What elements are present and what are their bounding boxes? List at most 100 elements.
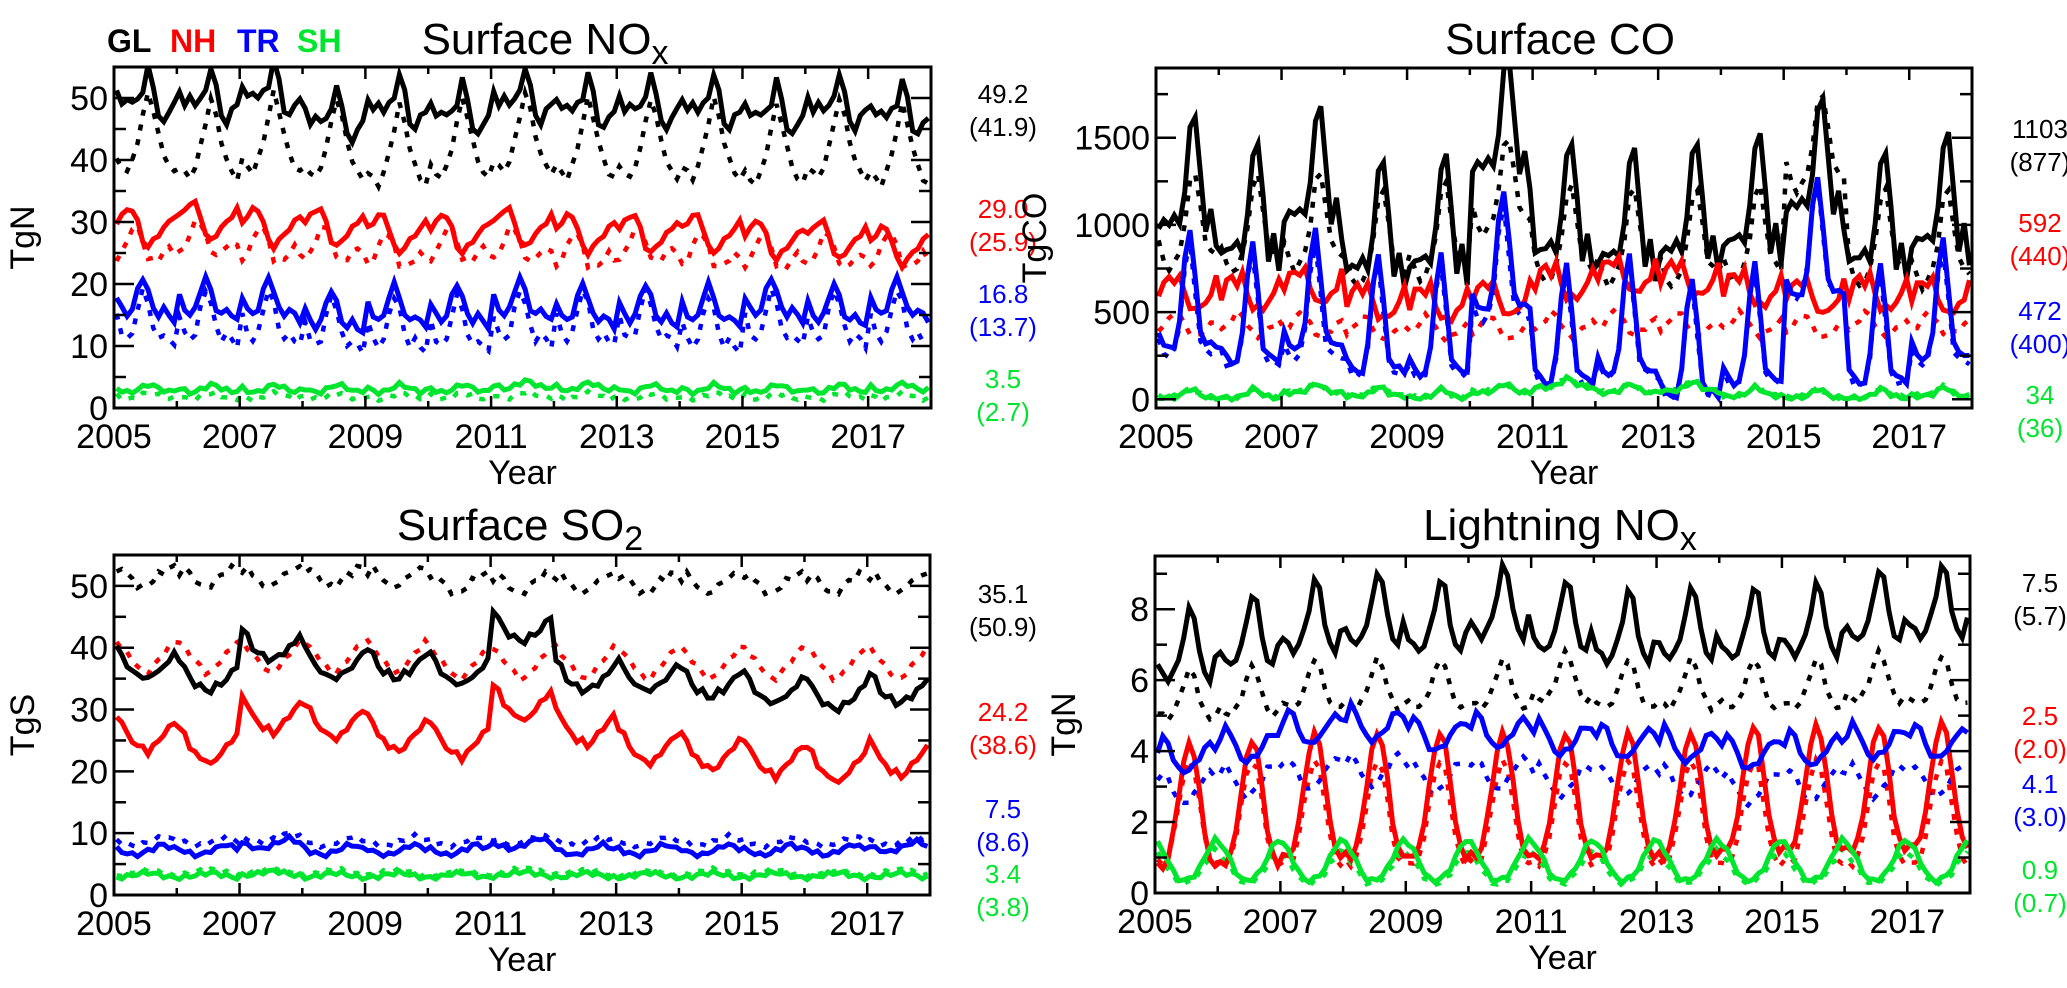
legend-item-nh: NH — [170, 23, 216, 59]
annotation-nh-mean: 24.2 — [978, 697, 1029, 727]
x-tick-label: 2015 — [705, 418, 781, 456]
y-axis-label: TgCO — [1016, 193, 1054, 284]
series-nh-solid — [114, 197, 930, 273]
panel-title: Surface SO2 — [397, 501, 643, 558]
annotation-tr-mean: 7.5 — [985, 794, 1021, 824]
plot-frame — [1153, 554, 1972, 895]
annotation-gl-mean-dotted: (5.7) — [2013, 601, 2066, 631]
series-sh-dotted — [114, 387, 930, 405]
y-tick-label: 50 — [70, 568, 108, 606]
y-tick-label: 8 — [1130, 591, 1149, 629]
annotation-tr-mean: 16.8 — [978, 279, 1029, 309]
y-tick-label: 40 — [70, 630, 108, 668]
annotation-tr-mean-dotted: (400) — [2010, 329, 2067, 359]
series-group — [114, 67, 931, 405]
y-tick-label: 4 — [1130, 733, 1149, 771]
series-gl-solid — [1156, 68, 1972, 289]
annotation-gl-mean: 1103 — [2012, 114, 2067, 144]
plot-frame — [112, 553, 932, 897]
annotation-sh-mean-dotted: (2.7) — [976, 397, 1029, 427]
x-tick-label: 2007 — [1244, 418, 1320, 456]
x-tick-label: 2017 — [830, 418, 906, 456]
series-nh-solid — [1155, 714, 1970, 874]
x-tick-label: 2011 — [454, 905, 527, 943]
series-gl-dotted — [1157, 644, 1968, 725]
series-gl-dotted — [114, 83, 930, 193]
annotation-sh-mean-dotted: (0.7) — [2013, 888, 2066, 918]
annotation-nh-mean-dotted: (25.9) — [969, 227, 1037, 257]
panel-title: Surface CO — [1445, 15, 1675, 64]
annotation-sh-mean: 0.9 — [2022, 855, 2058, 885]
annotation-sh-mean-dotted: (36) — [2017, 413, 2063, 443]
y-tick-label: 6 — [1130, 662, 1149, 700]
annotation-nh-mean-dotted: (440) — [2010, 241, 2067, 271]
panel-title: Lightning NOx — [1423, 501, 1697, 558]
annotation-gl-mean: 49.2 — [978, 79, 1029, 109]
x-tick-label: 2005 — [1117, 903, 1193, 941]
x-tick-label: 2011 — [1496, 418, 1569, 456]
y-tick-label: 50 — [70, 80, 108, 118]
legend-item-sh: SH — [297, 23, 341, 59]
x-tick-label: 2009 — [1368, 903, 1444, 941]
y-axis-label: TgN — [1045, 692, 1083, 756]
panel-surface-so2: Surface SO2 2005 2007 2009 2011 2013 2015 2017 0… — [4, 501, 1037, 979]
annotation-nh-mean-dotted: (38.6) — [969, 730, 1037, 760]
x-tick-label: 2015 — [704, 905, 780, 943]
x-tick-label: 2007 — [1243, 903, 1319, 941]
annotation-sh-mean-dotted: (3.8) — [976, 892, 1029, 922]
x-tick-label: 2013 — [1620, 418, 1696, 456]
x-tick-label: 2009 — [328, 418, 404, 456]
annotation-nh-mean-dotted: (2.0) — [2013, 734, 2066, 764]
y-tick-label: 10 — [70, 815, 108, 853]
x-tick-label: 2005 — [76, 905, 152, 943]
x-tick-label: 2015 — [1744, 903, 1820, 941]
annotation-sh-mean: 3.4 — [985, 859, 1021, 889]
series-sh-dotted — [1155, 844, 1970, 890]
title-subscript: x — [651, 34, 668, 72]
series-tr-dotted — [1155, 749, 1968, 809]
series-sh-solid — [1158, 373, 1971, 403]
x-tick-label: 2015 — [1746, 418, 1822, 456]
x-tick-label: 2013 — [579, 418, 655, 456]
x-tick-label: 2011 — [455, 418, 528, 456]
annotation-sh-mean: 3.5 — [985, 364, 1021, 394]
legend-item-gl: GL — [107, 23, 151, 59]
y-tick-label: 10 — [70, 328, 108, 366]
annotation-tr-mean-dotted: (8.6) — [976, 827, 1029, 857]
y-tick-label: 0 — [89, 390, 108, 428]
series-tr-solid — [114, 832, 929, 860]
series-nh-dotted — [114, 635, 930, 684]
panel-surface-nox: Surface NOx 2005 2007 2009 2011 2013 2015 2017 0… — [4, 15, 1037, 492]
series-sh-solid — [1155, 833, 1970, 887]
y-tick-label: 500 — [1093, 294, 1150, 332]
y-axis-label: TgN — [4, 205, 42, 269]
x-axis-label: Year — [1528, 939, 1597, 977]
annotation-gl-mean: 7.5 — [2022, 568, 2058, 598]
y-tick-label: 30 — [70, 204, 108, 242]
y-tick-label: 1000 — [1074, 207, 1150, 245]
x-tick-label: 2009 — [1369, 418, 1445, 456]
series-group — [1156, 68, 1972, 404]
legend-item-tr: TR — [237, 23, 280, 59]
x-tick-label: 2011 — [1495, 903, 1568, 941]
annotation-nh-mean: 29.0 — [978, 194, 1029, 224]
annotation-gl-mean-dotted: (41.9) — [969, 112, 1037, 142]
y-tick-label: 20 — [70, 753, 108, 791]
x-tick-label: 2013 — [1619, 903, 1695, 941]
plot-frame — [1154, 66, 1974, 410]
panel-surface-co: Surface CO 2005 2007 2009 2011 2013 2015 2017 0 5… — [1016, 15, 2067, 492]
y-tick-label: 0 — [89, 877, 108, 915]
x-tick-label: 2017 — [829, 905, 905, 943]
series-tr-solid — [1156, 176, 1970, 404]
y-axis-label: TgS — [4, 694, 42, 756]
y-tick-label: 0 — [1131, 381, 1150, 419]
series-sh-dotted — [116, 864, 929, 880]
series-nh-solid — [114, 680, 930, 786]
annotation-gl-mean-dotted: (50.9) — [969, 612, 1037, 642]
series-tr-dotted — [114, 280, 930, 360]
series-gl-solid — [114, 67, 931, 149]
y-tick-label: 20 — [70, 266, 108, 304]
x-tick-label: 2013 — [578, 905, 654, 943]
annotation-sh-mean: 34 — [2026, 380, 2055, 410]
